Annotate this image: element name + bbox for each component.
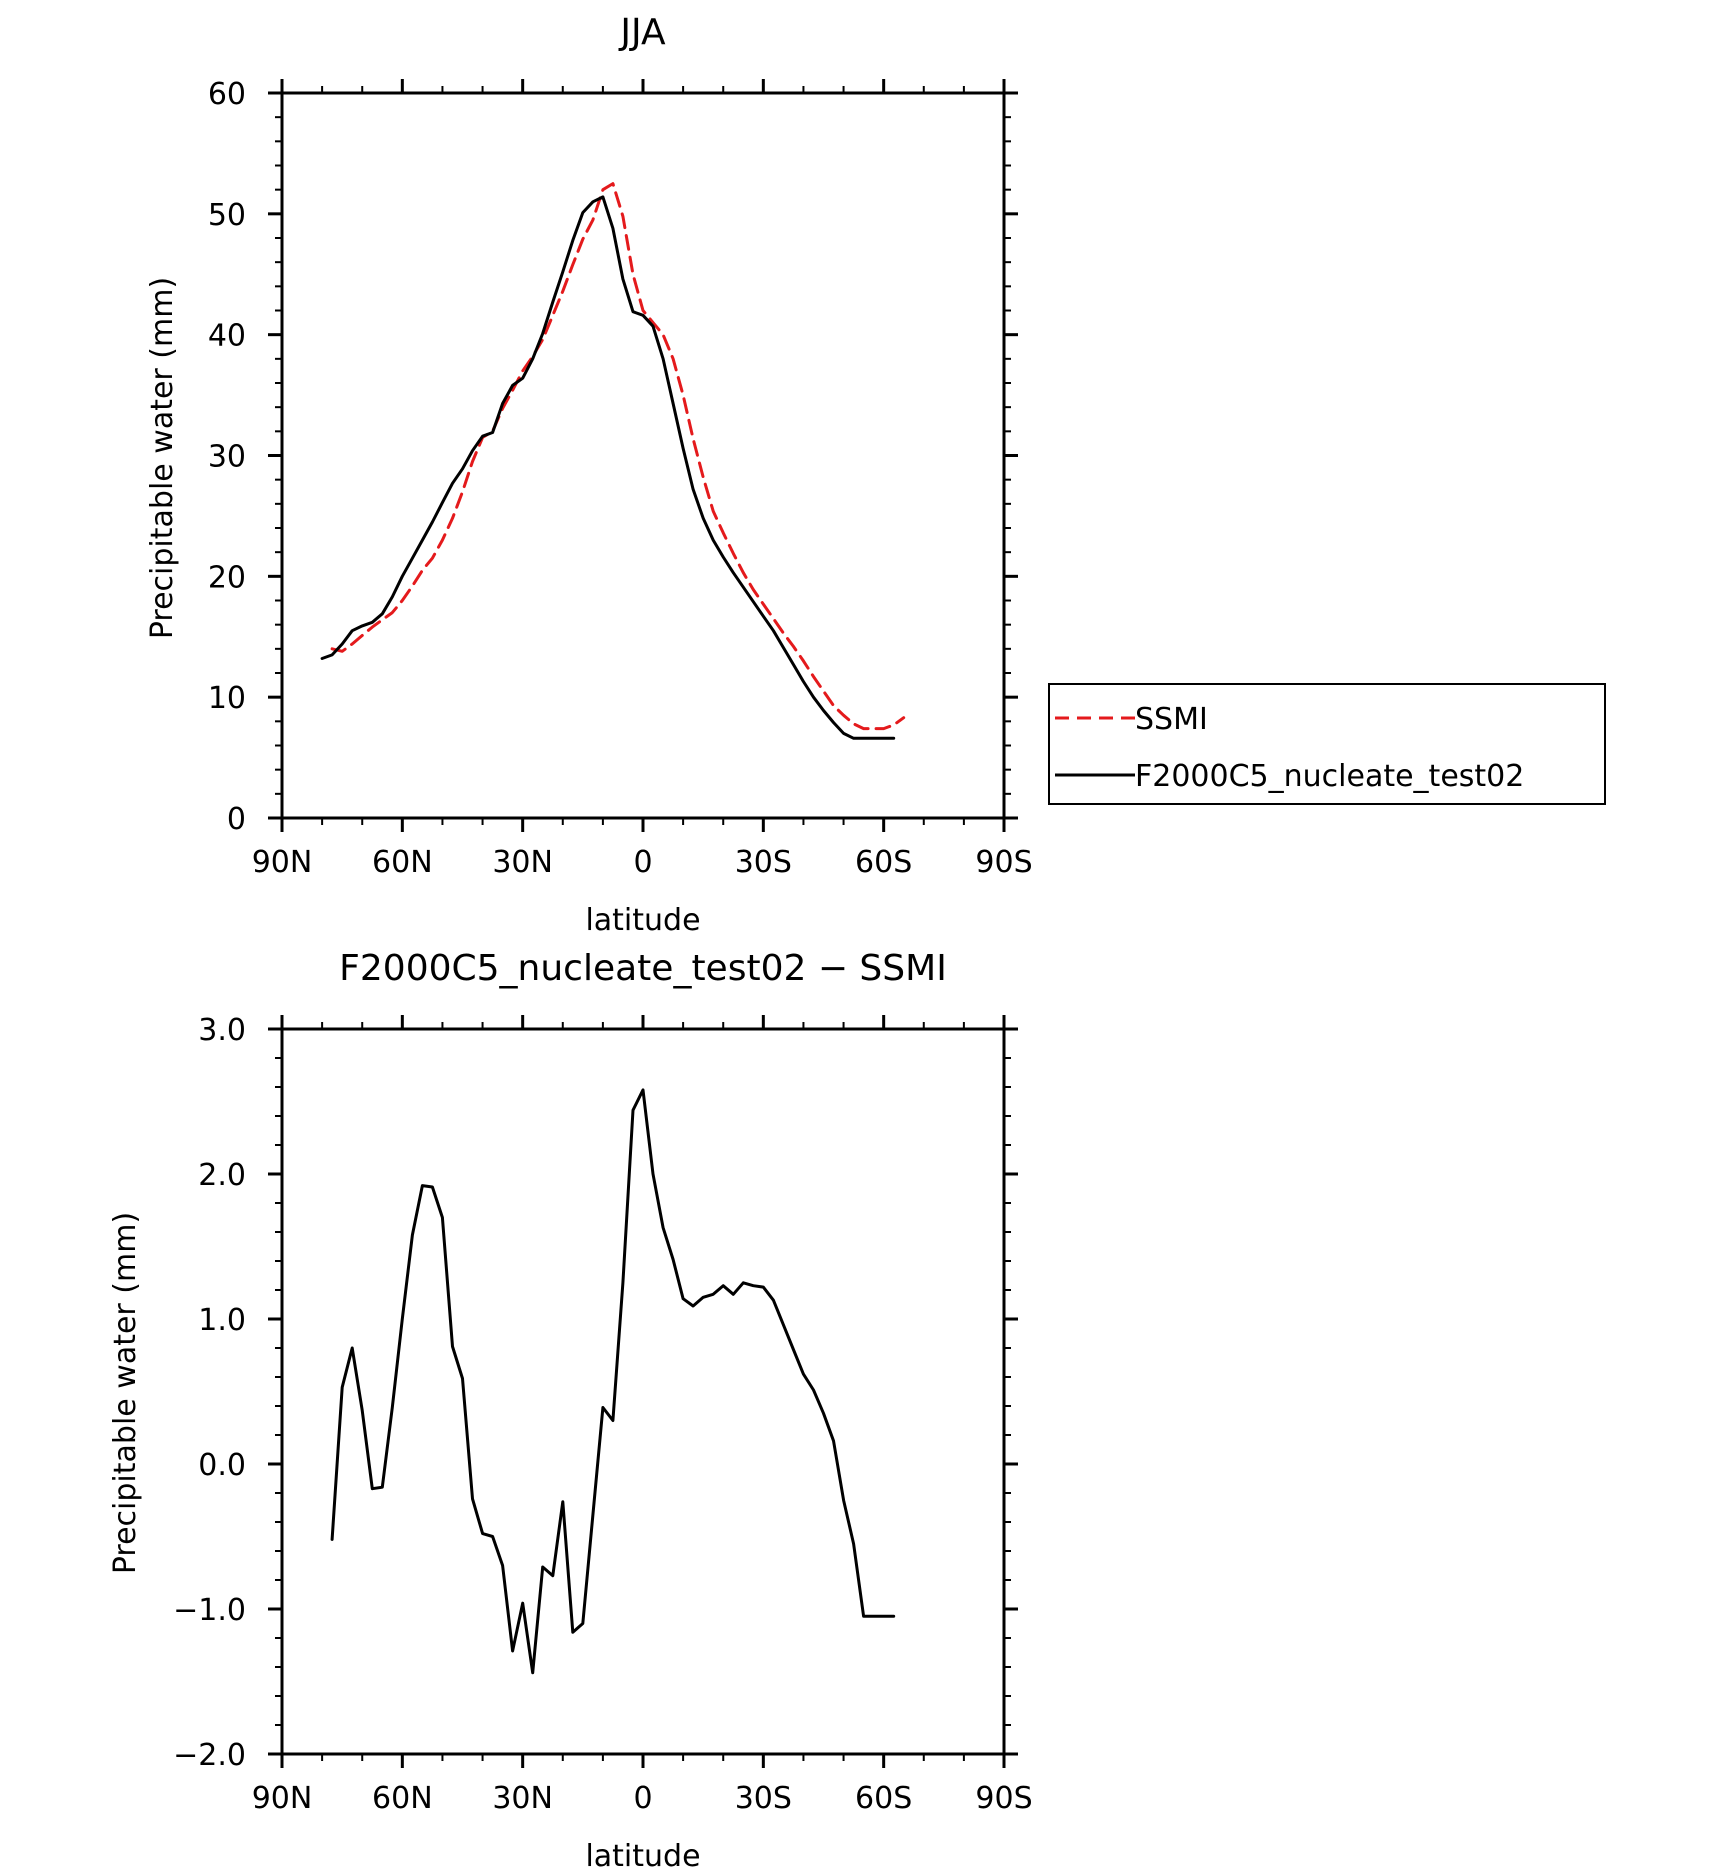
legend-box bbox=[1048, 683, 1606, 805]
top-y-tick-label: 50 bbox=[208, 198, 246, 233]
top-plot-frame bbox=[280, 91, 1006, 820]
top-x-tick-label: 60N bbox=[372, 845, 433, 880]
top-x-tick-label: 90N bbox=[252, 845, 313, 880]
top-y-tick-label: 20 bbox=[208, 560, 246, 595]
top-y-tick-label: 0 bbox=[227, 802, 246, 837]
bottom-x-tick-label: 0 bbox=[633, 1781, 652, 1816]
bottom-y-tick-label: 1.0 bbox=[198, 1303, 246, 1338]
top-series-line-ssmi bbox=[330, 182, 906, 731]
top-y-tick-label: 30 bbox=[208, 440, 246, 475]
legend-label-model: F2000C5_nucleate_test02 bbox=[1135, 759, 1524, 794]
bottom-y-tick-label: 2.0 bbox=[198, 1158, 246, 1193]
top-series-group bbox=[320, 182, 906, 740]
legend-label-ssmi: SSMI bbox=[1135, 702, 1208, 737]
top-series-line-f2000c5-nucleate-test02 bbox=[320, 195, 896, 740]
top-x-axis-title: latitude bbox=[585, 903, 700, 938]
difference-panel: F2000C5_nucleate_test02 − SSMI Precipita… bbox=[108, 948, 1033, 1872]
top-x-tick-label: 30S bbox=[735, 845, 792, 880]
bottom-x-tick-label: 60N bbox=[372, 1781, 433, 1816]
bottom-x-tick-label: 30N bbox=[492, 1781, 553, 1816]
bottom-x-axis-title: latitude bbox=[585, 1839, 700, 1872]
bottom-x-tick-label: 30S bbox=[735, 1781, 792, 1816]
bottom-y-tick-label: 0.0 bbox=[198, 1448, 246, 1483]
bottom-y-tick-label: −1.0 bbox=[173, 1593, 246, 1628]
bottom-series-line-difference bbox=[330, 1088, 896, 1675]
bottom-x-tick-label: 90S bbox=[975, 1781, 1032, 1816]
top-x-tick-label: 30N bbox=[492, 845, 553, 880]
bottom-chart-title: F2000C5_nucleate_test02 − SSMI bbox=[339, 948, 947, 989]
bottom-y-tick-label: 3.0 bbox=[198, 1013, 246, 1048]
top-y-tick-label: 60 bbox=[208, 77, 246, 112]
precip-water-panel: JJA Precipitable water (mm) latitude 0 10… bbox=[145, 12, 1606, 938]
bottom-x-tick-label: 90N bbox=[252, 1781, 313, 1816]
bottom-x-tick-label: 60S bbox=[855, 1781, 912, 1816]
top-x-tick-label: 0 bbox=[633, 845, 652, 880]
bottom-y-axis-title: Precipitable water (mm) bbox=[108, 1212, 143, 1574]
bottom-series-group bbox=[330, 1088, 896, 1675]
bottom-y-tick-label: −2.0 bbox=[173, 1738, 246, 1773]
top-y-axis-title: Precipitable water (mm) bbox=[145, 277, 180, 639]
top-y-tick-label: 10 bbox=[208, 681, 246, 716]
legend: SSMI F2000C5_nucleate_test02 bbox=[1048, 683, 1606, 805]
top-axis-ticks: 0 10 20 30 40 50 60 90N 60N 30N 0 30S 60S 90S bbox=[208, 77, 1033, 880]
top-y-tick-label: 40 bbox=[208, 319, 246, 354]
bottom-plot-frame bbox=[280, 1027, 1006, 1756]
top-x-tick-label: 90S bbox=[975, 845, 1032, 880]
top-x-tick-label: 60S bbox=[855, 845, 912, 880]
top-chart-title: JJA bbox=[618, 12, 666, 53]
